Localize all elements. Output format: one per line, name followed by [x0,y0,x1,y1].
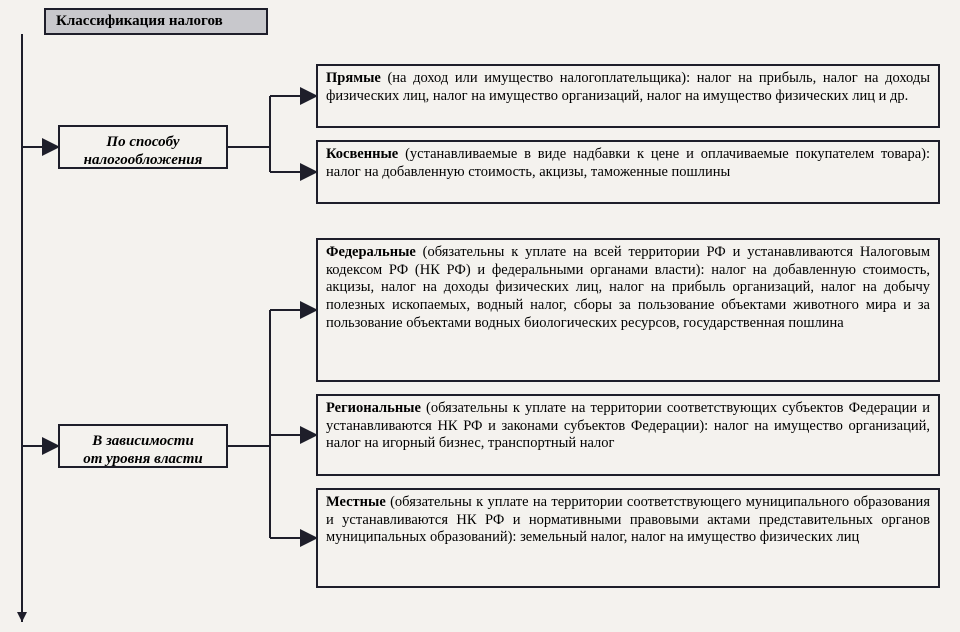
category-line2: налогообложения [84,152,203,168]
detail-rest: (на доход или имущество налогоплательщик… [326,70,930,104]
detail-bold: Федеральные [326,244,416,260]
detail-bold: Косвенные [326,146,398,162]
category-line2: от уровня власти [83,451,202,467]
detail-box-direct: Прямые (на доход или имущество налогопла… [316,64,940,128]
detail-rest: (обязательны к уплате на всей территории… [326,244,930,331]
title-text: Классификация налогов [56,13,223,29]
category-box-level: В зависимости от уровня власти [58,424,228,468]
detail-box-local: Местные (обязательны к уплате на террито… [316,488,940,588]
category-box-method: По способу налогообложения [58,125,228,169]
detail-box-regional: Региональные (обязательны к уплате на те… [316,394,940,476]
detail-rest: (устанавливаемые в виде надбавки к цене … [326,146,930,180]
spine-arrow-tip [17,612,27,622]
detail-rest: (обязательны к уплате на территории соот… [326,494,930,545]
title-box: Классификация налогов [44,8,268,35]
detail-bold: Прямые [326,70,381,86]
detail-bold: Региональные [326,400,421,416]
category-line1: В зависимости [92,433,194,449]
detail-box-federal: Федеральные (обязательны к уплате на все… [316,238,940,382]
detail-bold: Местные [326,494,386,510]
category-line1: По способу [106,134,179,150]
detail-box-indirect: Косвенные (устанавливаемые в виде надбав… [316,140,940,204]
